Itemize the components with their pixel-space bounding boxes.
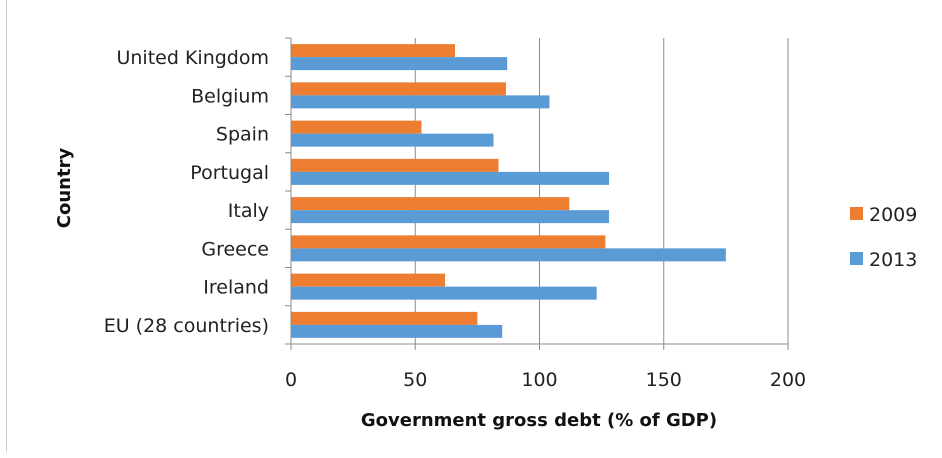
category-label: Italy: [228, 200, 269, 222]
category-label: United Kingdom: [116, 47, 269, 69]
bar-2013: [291, 95, 550, 109]
category-label: Ireland: [203, 277, 269, 299]
x-tick-label: 150: [646, 369, 682, 391]
x-tick-label: 200: [770, 369, 806, 391]
y-axis-title: Country: [54, 148, 75, 229]
bars: [291, 44, 726, 338]
x-tick-label: 0: [285, 369, 297, 391]
bar-2013: [291, 57, 508, 71]
x-tick-labels: 0 50 100 150 200: [285, 369, 806, 391]
category-label: Belgium: [191, 85, 269, 107]
bar-2013: [291, 133, 494, 147]
x-axis-title: Government gross debt (% of GDP): [361, 410, 717, 431]
bar-2009: [291, 235, 606, 249]
category-label: Spain: [216, 124, 269, 146]
legend-swatch-2013: [850, 252, 863, 265]
bar-2009: [291, 158, 499, 172]
frame-border-line: [6, 0, 7, 452]
legend-swatch-2009: [850, 207, 863, 220]
legend-label-2009: 2009: [869, 204, 917, 226]
bar-2013: [291, 286, 597, 300]
category-label: Greece: [201, 238, 269, 260]
bar-2013: [291, 324, 503, 338]
category-labels: United Kingdom Belgium Spain Portugal Italy G…: [104, 47, 269, 337]
bar-2009: [291, 44, 456, 58]
bar-2009: [291, 82, 506, 96]
axes: [285, 37, 789, 350]
bar-2009: [291, 120, 422, 134]
bar-2009: [291, 311, 478, 325]
category-label: Portugal: [190, 162, 269, 184]
legend-label-2013: 2013: [869, 249, 917, 271]
bar-2009: [291, 273, 446, 287]
x-tick-label: 100: [521, 369, 557, 391]
bar-2013: [291, 248, 726, 262]
category-label: EU (28 countries): [104, 315, 269, 337]
x-tick-label: 50: [403, 369, 427, 391]
bar-2013: [291, 210, 610, 224]
legend: 2009 2013: [850, 204, 917, 271]
bar-2009: [291, 197, 570, 211]
bar-2013: [291, 171, 610, 185]
